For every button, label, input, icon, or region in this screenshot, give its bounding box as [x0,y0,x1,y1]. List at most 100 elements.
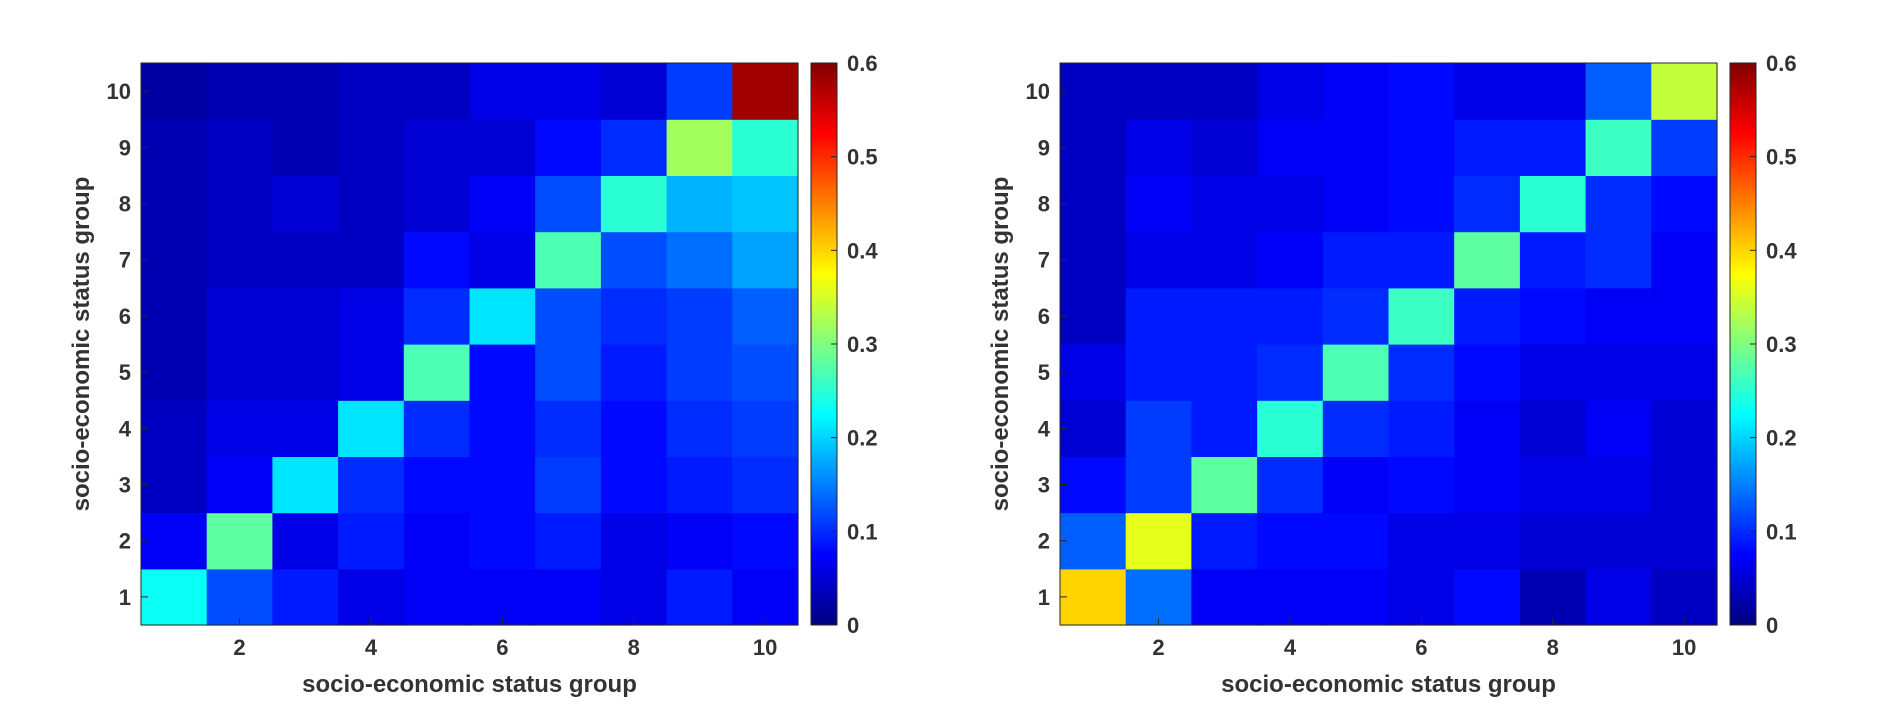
heatmap-cell [206,344,273,401]
heatmap-cell [1585,456,1652,514]
heatmap-cell [272,287,339,345]
plot-area-frame [1059,62,1718,626]
heatmap-cell [141,456,208,514]
heatmap-cell [403,231,471,289]
colorbar-tick-label: 0.2 [1766,426,1797,451]
heatmap-cell [1651,287,1718,345]
heatmap-cell [1651,231,1718,289]
heatmap-cell [403,287,471,345]
heatmap-cell [272,568,339,626]
x-tick-label: 8 [1547,635,1559,660]
heatmap-cells [1060,63,1718,626]
y-tick-label: 9 [119,135,131,160]
heatmap-cell [1257,231,1324,289]
heatmap-cell [1060,344,1127,401]
heatmap-cell [338,231,405,289]
y-axis-title: socio-economic status group [987,177,1014,512]
heatmap-cell [141,231,208,289]
heatmap-cell [403,119,471,176]
heatmap-cell [1257,400,1324,457]
heatmap-cell [1388,568,1455,626]
colorbar-tick-label: 0.6 [1766,51,1797,76]
y-tick-labels: 1 2 3 4 5 6 7 8 9 10 [107,79,148,610]
heatmap-cell [1322,287,1390,345]
heatmap-cell [272,231,339,289]
heatmap-cell [403,175,471,233]
heatmap-cell [1388,456,1455,514]
heatmap-cell [206,568,273,626]
heatmap-cell [600,400,668,457]
y-tick-label: 10 [107,79,131,104]
heatmap-cell [1060,175,1127,233]
heatmap-cell [1191,231,1258,289]
heatmap-cell [666,175,733,233]
colorbar-tick-label: 0.5 [847,145,878,170]
heatmap-cell [1060,512,1127,570]
heatmap-cell [469,287,536,345]
x-tick-label: 6 [1415,635,1427,660]
heatmap-cell [1585,287,1652,345]
colorbar-tick-label: 0.6 [847,51,878,76]
heatmap-cell [1454,512,1521,570]
heatmap-cell [732,512,799,570]
heatmap-cell [1519,231,1587,289]
x-tick-label: 8 [628,635,640,660]
heatmap-cell [338,344,405,401]
heatmap-cell [535,400,602,457]
heatmap-cell [1191,456,1258,514]
x-tick-label: 2 [233,635,245,660]
heatmap-panel-1: 1 2 3 4 5 6 7 8 9 10 2 4 6 8 10 socio-economic status g… [68,51,878,698]
heatmap-cell [1651,344,1718,401]
y-axis-title: socio-economic status group [68,177,95,512]
heatmap-cell [732,119,799,176]
heatmap-cell [1322,119,1390,176]
y-tick-label: 8 [1038,192,1050,217]
heatmap-cell [1585,119,1652,176]
heatmap-cell [1257,512,1324,570]
heatmap-cell [469,344,536,401]
heatmap-cell [732,568,799,626]
heatmap-cell [666,344,733,401]
y-tick-labels: 1 2 3 4 5 6 7 8 9 10 [1026,79,1067,610]
heatmap-cell [1519,119,1587,176]
y-tick-label: 7 [1038,248,1050,273]
heatmap-cell [1125,400,1192,457]
heatmap-cell [600,512,668,570]
colorbar-tick-label: 0.1 [1766,519,1797,544]
heatmap-cell [1191,512,1258,570]
heatmap-cell [338,63,405,120]
heatmap-cell [1388,231,1455,289]
heatmap-cell [338,400,405,457]
heatmap-cell [1454,456,1521,514]
heatmap-cell [1125,568,1192,626]
heatmap-cell [141,287,208,345]
heatmap-cell [1388,400,1455,457]
heatmap-cell [732,287,799,345]
heatmap-cell [666,231,733,289]
heatmap-cell [1257,119,1324,176]
heatmap-cell [403,344,471,401]
heatmap-cell [338,119,405,176]
heatmap-cell [403,568,471,626]
x-tick-label: 10 [1672,635,1696,660]
x-tick-label: 2 [1152,635,1164,660]
y-tick-label: 9 [1038,135,1050,160]
y-tick-label: 6 [1038,304,1050,329]
colorbar-tick-label: 0.1 [847,519,878,544]
heatmap-cell [403,456,471,514]
heatmap-cell [1585,175,1652,233]
heatmap-cell [1322,512,1390,570]
heatmap-cell [600,231,668,289]
heatmap-cell [1388,175,1455,233]
y-tick-label: 4 [119,416,132,441]
heatmap-cell [338,456,405,514]
heatmap-cell [1191,175,1258,233]
heatmap-cell [338,568,405,626]
colorbar-tick-label: 0.4 [847,238,878,263]
y-tick-label: 4 [1038,416,1051,441]
y-tick-label: 5 [1038,360,1050,385]
heatmap-cell [1060,456,1127,514]
heatmap-cell [1191,63,1258,120]
x-tick-label: 4 [1284,635,1297,660]
y-tick-label: 2 [119,529,131,554]
